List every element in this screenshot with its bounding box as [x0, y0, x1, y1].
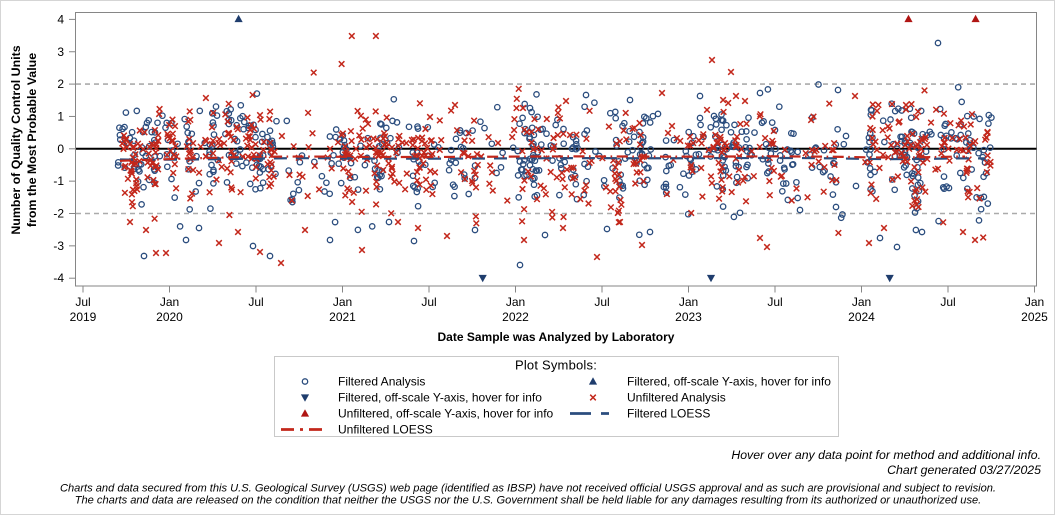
- svg-text:Chart generated 03/27/2025: Chart generated 03/27/2025: [887, 463, 1041, 477]
- svg-text:-2: -2: [53, 207, 64, 221]
- svg-text:2021: 2021: [329, 310, 356, 324]
- svg-text:Jan: Jan: [160, 295, 179, 309]
- svg-text:2020: 2020: [156, 310, 183, 324]
- svg-text:3: 3: [57, 45, 64, 59]
- svg-text:Jul: Jul: [767, 295, 782, 309]
- svg-text:2024: 2024: [848, 310, 875, 324]
- svg-text:Jul: Jul: [75, 295, 90, 309]
- svg-text:from the Most Probable Value: from the Most Probable Value: [25, 53, 39, 227]
- svg-text:Jul: Jul: [421, 295, 436, 309]
- svg-text:Filtered Analysis: Filtered Analysis: [338, 375, 425, 389]
- svg-text:Jan: Jan: [333, 295, 352, 309]
- svg-text:0: 0: [57, 142, 64, 156]
- svg-text:2: 2: [57, 77, 64, 91]
- svg-text:Jan: Jan: [1025, 295, 1044, 309]
- svg-text:Charts and data secured from t: Charts and data secured from this U.S. G…: [60, 483, 996, 495]
- svg-text:Jul: Jul: [594, 295, 609, 309]
- svg-text:-4: -4: [53, 271, 64, 285]
- svg-text:-3: -3: [53, 239, 64, 253]
- svg-text:Plot Symbols:: Plot Symbols:: [515, 358, 597, 373]
- svg-text:The charts and data are releas: The charts and data are released on the …: [75, 495, 982, 507]
- svg-text:Hover over any data point for: Hover over any data point for method and…: [731, 448, 1041, 462]
- svg-text:2023: 2023: [675, 310, 702, 324]
- svg-text:2025: 2025: [1021, 310, 1048, 324]
- svg-text:Number of Quality Control Unit: Number of Quality Control Units: [9, 45, 23, 234]
- svg-text:1: 1: [57, 109, 64, 123]
- svg-text:Jan: Jan: [679, 295, 698, 309]
- svg-text:2022: 2022: [502, 310, 529, 324]
- svg-text:Date Sample was Analyzed by La: Date Sample was Analyzed by Laboratory: [438, 330, 675, 344]
- svg-text:Jul: Jul: [940, 295, 955, 309]
- svg-text:Jul: Jul: [248, 295, 263, 309]
- svg-text:Jan: Jan: [506, 295, 525, 309]
- svg-text:Filtered, off-scale Y-axis, ho: Filtered, off-scale Y-axis, hover for in…: [627, 375, 831, 389]
- svg-text:Filtered, off-scale Y-axis, ho: Filtered, off-scale Y-axis, hover for in…: [338, 391, 542, 405]
- svg-text:Unfiltered, off-scale Y-axis,: Unfiltered, off-scale Y-axis, hover for …: [338, 407, 554, 421]
- svg-text:Unfiltered Analysis: Unfiltered Analysis: [627, 391, 726, 405]
- svg-text:4: 4: [57, 12, 64, 26]
- svg-text:Unfiltered LOESS: Unfiltered LOESS: [338, 423, 433, 437]
- svg-text:-1: -1: [53, 174, 64, 188]
- svg-text:2019: 2019: [70, 310, 97, 324]
- svg-text:Jan: Jan: [852, 295, 871, 309]
- svg-text:Filtered LOESS: Filtered LOESS: [627, 407, 710, 421]
